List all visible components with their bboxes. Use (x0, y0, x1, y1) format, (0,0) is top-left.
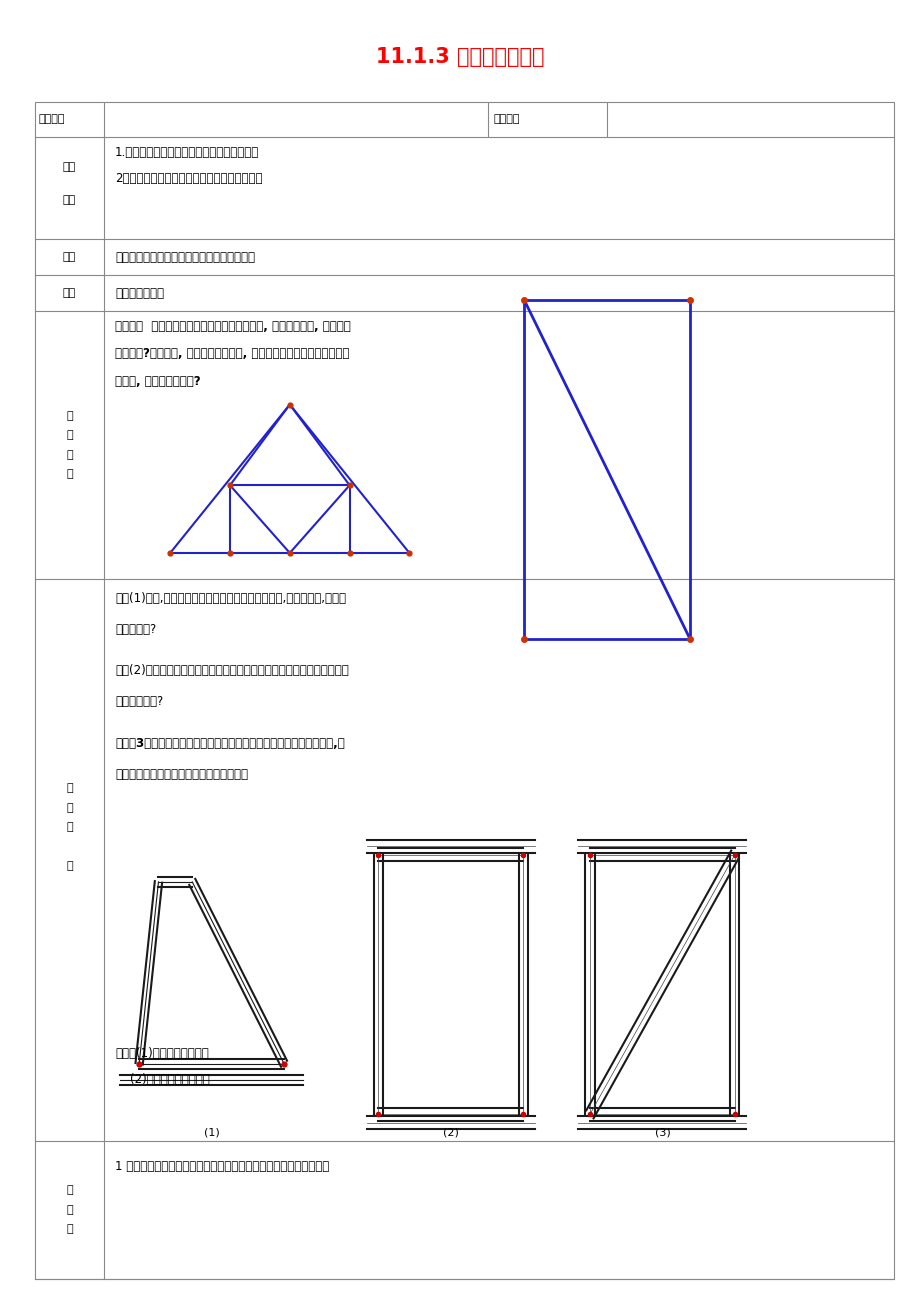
Text: 学习

目标: 学习 目标 (62, 161, 76, 204)
Text: 重点: 重点 (62, 253, 76, 262)
Text: 根木条, 为什么要这样做?: 根木条, 为什么要这样做? (115, 375, 200, 388)
Text: 自主学习  工程建筑当中经常采用三角形的结构, 如屋顶的钓架, 其中的道: 自主学习 工程建筑当中经常采用三角形的结构, 如屋顶的钓架, 其中的道 (115, 320, 350, 333)
Text: 当
堂
检: 当 堂 检 (66, 1185, 73, 1234)
Text: 了解三角形稳定性在实际生产、生活中的应用: 了解三角形稳定性在实际生产、生活中的应用 (115, 251, 255, 264)
Text: 后扭动它，这时候木架的形状还能改变吗？: 后扭动它，这时候木架的形状还能改变吗？ (115, 768, 248, 781)
Text: 如图(1)所示,将三根木条用钉子订成一个三角形木架,然后扭动它,它的形: 如图(1)所示,将三根木条用钉子订成一个三角形木架,然后扭动它,它的形 (115, 592, 346, 605)
Text: 难点: 难点 (62, 288, 76, 298)
Text: 如图（3）所示，在四边形木架上再订一根木条，将相对的顶点连起来,然: 如图（3）所示，在四边形木架上再订一根木条，将相对的顶点连起来,然 (115, 737, 345, 750)
Text: (2): (2) (442, 1128, 459, 1138)
Text: 授课时间: 授课时间 (493, 115, 519, 125)
Text: (2)四边形具有不稳定性: (2)四边形具有不稳定性 (115, 1073, 210, 1086)
Text: 11.1.3 三角形的稳定性: 11.1.3 三角形的稳定性 (375, 47, 544, 68)
Text: 1.知道三角形具有稳定性四边形具有不稳定性: 1.知道三角形具有稳定性四边形具有不稳定性 (115, 146, 259, 159)
Text: 备课时间: 备课时间 (39, 115, 65, 125)
Text: 如图(2)所示，将四根木条用钉子订成一个四边形木架，然后扭动它，它的: 如图(2)所示，将四根木条用钉子订成一个四边形木架，然后扭动它，它的 (115, 664, 348, 677)
Text: 状会改变吗?: 状会改变吗? (115, 624, 156, 637)
Text: 2．了解三角形的稳定性在生产、生活中的应用: 2．了解三角形的稳定性在生产、生活中的应用 (115, 172, 262, 185)
Text: (3): (3) (653, 1128, 670, 1138)
Text: 问
题
导

学: 问 题 导 学 (66, 783, 73, 871)
Text: (1): (1) (203, 1128, 220, 1138)
Text: 理是什么?盖房子时, 窗框未安装好之前, 木工师傅常常现在窗框上斜订一: 理是什么?盖房子时, 窗框未安装好之前, 木工师傅常常现在窗框上斜订一 (115, 348, 349, 361)
Text: 三角形的稳定性: 三角形的稳定性 (115, 286, 164, 299)
Text: 预
习
引
导: 预 习 引 导 (66, 410, 73, 479)
Text: 1 下列哪些图形具有稳定性＿＿＿＿＿＿＿＿＿＿＿＿＿＿＿＿＿。: 1 下列哪些图形具有稳定性＿＿＿＿＿＿＿＿＿＿＿＿＿＿＿＿＿。 (115, 1160, 329, 1173)
Text: 总结：(1)三角形具有稳定性: 总结：(1)三角形具有稳定性 (115, 1047, 209, 1060)
Text: 形状会改变吗?: 形状会改变吗? (115, 695, 163, 708)
